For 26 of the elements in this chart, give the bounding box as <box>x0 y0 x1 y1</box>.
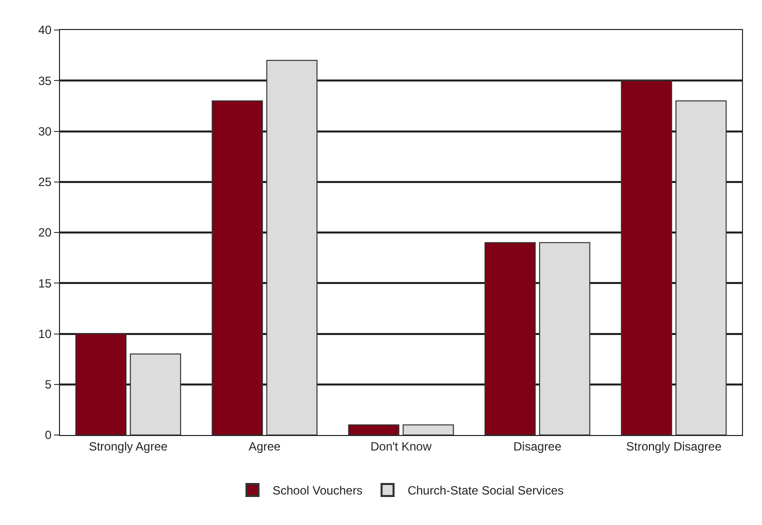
bar <box>130 354 182 435</box>
bar <box>75 333 127 435</box>
y-tick-label: 15 <box>38 276 52 290</box>
y-tick-label: 25 <box>38 175 52 190</box>
bar <box>539 242 590 435</box>
x-tick-label: Agree <box>248 439 281 454</box>
y-tick-label: 35 <box>38 74 52 88</box>
y-tick-label: 40 <box>38 23 52 38</box>
x-tick-label: Disagree <box>513 439 562 454</box>
x-tick-label: Strongly Agree <box>88 439 168 454</box>
bar <box>266 60 318 435</box>
bar <box>620 80 672 435</box>
x-tick-label: Strongly Disagree <box>626 439 722 454</box>
bar <box>402 424 454 435</box>
bar <box>212 100 263 435</box>
y-tick-label: 0 <box>44 428 52 442</box>
x-tick-label: Don't Know <box>370 439 432 454</box>
bar <box>484 242 536 435</box>
y-tick-label: 20 <box>38 226 52 240</box>
legend-label: School Vouchers <box>272 484 363 498</box>
bar <box>348 424 400 435</box>
y-tick-label: 30 <box>38 124 52 138</box>
y-tick-label: 10 <box>38 326 52 341</box>
legend-label: Church-State Social Services <box>408 484 564 498</box>
y-tick-label: 5 <box>44 378 52 392</box>
bar <box>675 100 727 435</box>
